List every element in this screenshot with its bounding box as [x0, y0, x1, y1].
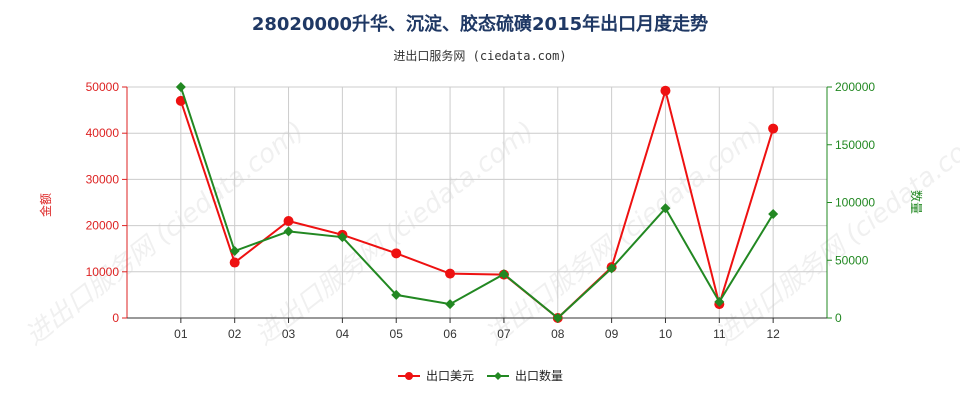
series-1-point [660, 85, 671, 96]
x-axis-tick-label: 07 [497, 327, 511, 341]
legend-marker-1 [405, 372, 413, 380]
series-1-point [229, 257, 240, 268]
left-axis-tick-label: 30000 [86, 172, 120, 186]
series-2-point [445, 299, 456, 310]
right-axis-label: 数量 [909, 190, 924, 214]
x-axis-tick-label: 12 [766, 327, 780, 341]
x-axis-tick-label: 08 [551, 327, 565, 341]
legend-marker-2 [494, 372, 502, 380]
series-2-point [175, 82, 186, 92]
x-axis-tick-label: 05 [390, 327, 404, 341]
right-axis-tick-label: 150000 [835, 138, 875, 152]
left-axis-tick-label: 20000 [86, 219, 120, 233]
series-1-point [768, 123, 779, 134]
right-axis-tick-label: 100000 [835, 196, 875, 210]
x-axis-tick-label: 06 [443, 327, 457, 341]
x-axis-tick-label: 01 [174, 327, 188, 341]
series-2-point [391, 289, 402, 300]
x-axis-tick-label: 11 [713, 327, 726, 341]
series-2-point [283, 226, 294, 237]
series-2-point [714, 296, 725, 307]
series-line-1 [179, 86, 775, 320]
left-axis-label: 金额 [38, 193, 53, 217]
right-axis-tick-label: 0 [835, 311, 842, 325]
series-2-point [768, 209, 779, 220]
right-axis-tick-label: 200000 [835, 80, 875, 94]
x-axis-tick-label: 04 [336, 327, 350, 341]
series-1-point [445, 268, 456, 279]
legend-label-2: 出口数量 [515, 368, 563, 383]
x-axis-tick-label: 10 [659, 327, 673, 341]
left-axis-tick-label: 40000 [86, 126, 120, 140]
series-1-point [175, 95, 186, 106]
series-2-point [552, 313, 563, 323]
series-1-point [391, 248, 402, 259]
chart-title: 28020000升华、沉淀、胶态硫磺2015年出口月度走势 [251, 14, 709, 35]
left-axis-tick-label: 10000 [86, 265, 120, 279]
series-2-point [229, 246, 240, 257]
series-line-2 [179, 86, 775, 320]
series-2-point [337, 232, 348, 243]
right-axis-tick-label: 50000 [835, 253, 869, 267]
series-2-point [498, 269, 509, 280]
x-axis-tick-label: 09 [605, 327, 619, 341]
left-axis-tick-label: 50000 [86, 80, 120, 94]
x-axis-tick-label: 03 [282, 327, 296, 341]
series-2-point [606, 263, 617, 274]
series-2-point [660, 203, 671, 214]
series-1-point [283, 215, 294, 226]
chart-subtitle: 进出口服务网 (ciedata.com) [393, 49, 567, 63]
left-axis-tick-label: 0 [112, 311, 119, 325]
x-axis-tick-label: 02 [228, 327, 242, 341]
legend-label-1: 出口美元 [426, 369, 474, 383]
